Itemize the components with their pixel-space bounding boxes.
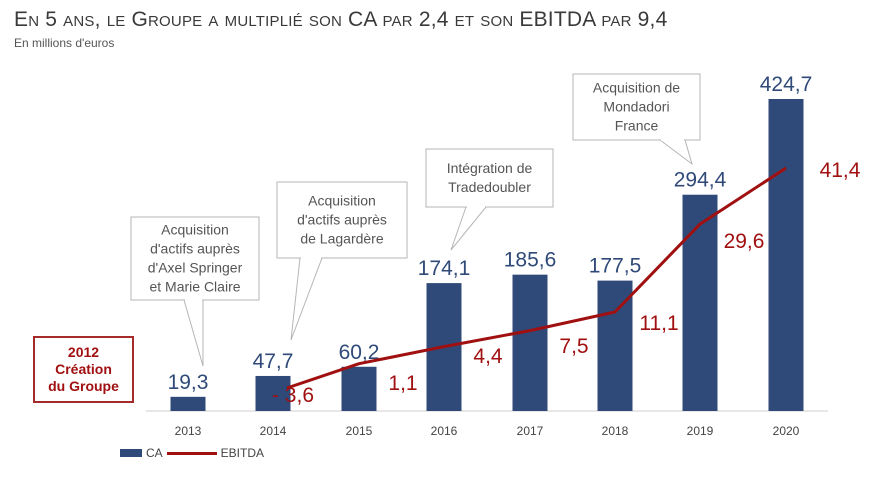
ebitda-value-label: - 3,6	[272, 384, 314, 407]
legend-ebitda-swatch	[166, 451, 217, 455]
annotation-text: et Marie Claire	[149, 279, 240, 295]
ca-bar-2018	[597, 280, 633, 411]
annotation-box-2016	[425, 148, 554, 208]
chart-subtitle: En millions d'euros	[14, 36, 115, 50]
annotation-text: Mondadori	[603, 99, 669, 115]
ca-bar-2019	[682, 194, 718, 411]
ca-bar-2014	[255, 375, 291, 411]
ebitda-value-label: 41,4	[820, 159, 861, 182]
annotation-box-2019	[572, 73, 701, 141]
creation-label: Création	[55, 361, 112, 377]
x-tick-label: 2015	[346, 424, 373, 438]
annotation-text: Acquisition	[308, 193, 376, 209]
annotation-pointer-2013	[183, 299, 204, 367]
x-tick-label: 2017	[517, 424, 544, 438]
annotation-text: Acquisition	[161, 222, 229, 238]
annotation-text: Intégration de	[447, 160, 533, 176]
annotation-text: Tradedoubler	[448, 179, 531, 195]
creation-year: 2012	[67, 344, 100, 360]
ca-bar-2020	[768, 99, 804, 411]
x-tick-label: 2014	[260, 424, 287, 438]
ca-bar-2017	[512, 274, 548, 411]
ca-value-label: 19,3	[168, 371, 209, 394]
x-tick-label: 2018	[602, 424, 629, 438]
legend-ca-swatch	[120, 449, 142, 457]
chart-title: En 5 ans, le Groupe a multiplié son CA p…	[14, 8, 668, 31]
x-tick-label: 2013	[175, 424, 202, 438]
annotation-box-2013	[130, 216, 260, 301]
ebitda-value-label: 7,5	[559, 335, 588, 358]
creation-box: 2012 Création du Groupe	[33, 336, 134, 403]
creation-label-2: du Groupe	[48, 378, 119, 394]
annotation-pointer-2016	[450, 206, 488, 251]
annotation-text: France	[615, 118, 659, 134]
ebitda-value-label: 1,1	[388, 372, 417, 395]
ca-value-label: 177,5	[589, 255, 642, 278]
ca-value-label: 47,7	[253, 350, 294, 373]
ebitda-line	[286, 166, 787, 390]
x-tick-label: 2019	[687, 424, 714, 438]
annotation-box-2014	[276, 181, 408, 259]
ebitda-value-label: 11,1	[639, 312, 678, 335]
legend-ca-label: CA	[146, 446, 163, 460]
annotation-text: d'Axel Springer	[148, 260, 243, 276]
ca-value-label: 424,7	[760, 73, 813, 96]
x-tick-label: 2016	[431, 424, 458, 438]
ca-value-label: 294,4	[674, 169, 727, 192]
ca-value-label: 60,2	[339, 341, 380, 364]
ebitda-value-label: 29,6	[724, 230, 765, 253]
annotation-pointer-2019	[658, 139, 693, 166]
annotation-text: d'actifs auprès	[297, 212, 387, 228]
legend: CA EBITDA	[120, 446, 266, 460]
x-tick-label: 2020	[773, 424, 800, 438]
ebitda-value-label: 4,4	[473, 345, 503, 368]
ca-value-label: 174,1	[418, 257, 471, 280]
ca-bar-2015	[341, 366, 377, 411]
ca-value-label: 185,6	[504, 249, 557, 272]
annotation-text: d'actifs auprès	[150, 241, 240, 257]
annotation-pointer-2014	[290, 257, 323, 341]
annotation-text: Acquisition de	[593, 80, 680, 96]
legend-ebitda-label: EBITDA	[220, 446, 265, 460]
ca-bar-2013	[170, 396, 206, 411]
annotation-text: de Lagardère	[300, 231, 384, 247]
